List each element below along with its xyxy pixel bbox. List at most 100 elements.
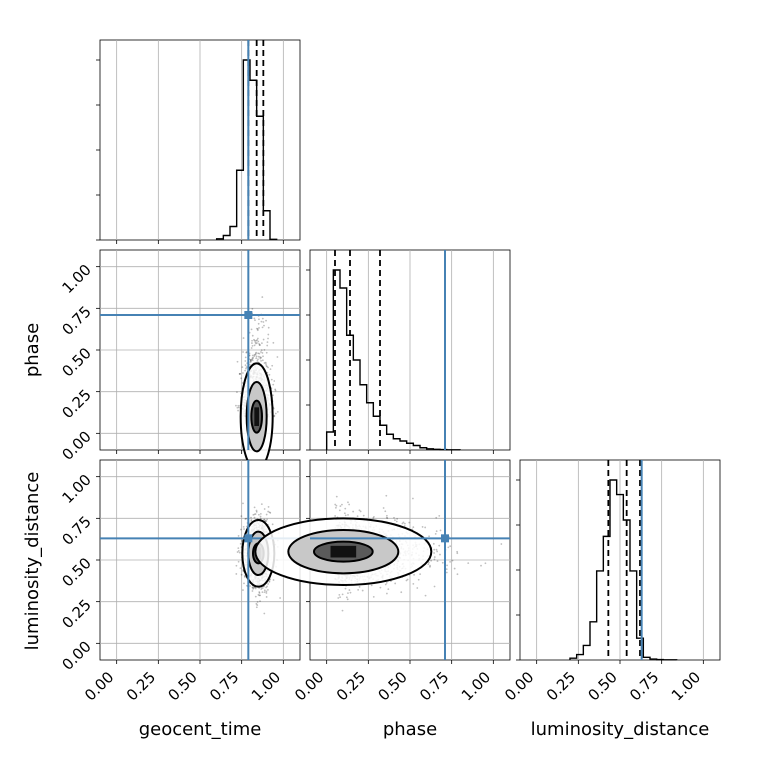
sample-point: [347, 592, 349, 595]
sample-point: [239, 542, 242, 545]
sample-point: [237, 404, 240, 407]
sample-point: [250, 520, 253, 522]
sample-point: [269, 368, 272, 370]
sample-point: [253, 513, 256, 516]
sample-point: [393, 516, 395, 519]
sample-point: [433, 556, 436, 558]
y-axis-label-luminosity-distance: luminosity_distance: [22, 472, 43, 651]
sample-point: [343, 512, 346, 515]
sample-point: [385, 516, 388, 519]
sample-point: [424, 526, 427, 529]
sample-point: [263, 349, 266, 351]
x-tick-label: 1.00: [458, 668, 494, 704]
phase-histogram-panel: [306, 249, 511, 454]
sample-point: [236, 360, 239, 363]
sample-point: [412, 526, 415, 529]
sample-point: [348, 503, 351, 506]
sample-point: [339, 596, 342, 599]
x-tick-label: 0.25: [333, 668, 369, 704]
sample-point: [338, 593, 341, 596]
sample-point: [255, 327, 258, 330]
sample-point: [262, 355, 264, 358]
sample-point: [341, 609, 344, 612]
sample-point: [253, 338, 255, 341]
sample-point: [235, 573, 238, 575]
sample-point: [274, 388, 277, 391]
sample-point: [249, 360, 252, 363]
sample-point: [267, 337, 269, 340]
sample-point: [261, 296, 264, 298]
sample-point: [235, 404, 237, 407]
y-tick-label: 1.00: [58, 261, 94, 297]
sample-point: [263, 362, 266, 364]
sample-point: [449, 561, 452, 563]
sample-point: [385, 582, 388, 584]
sample-point: [267, 326, 270, 329]
sample-point: [255, 355, 258, 358]
sample-point: [240, 515, 243, 518]
sample-point: [334, 503, 337, 506]
sample-point: [238, 373, 241, 375]
y-tick-label: 0.25: [58, 386, 94, 422]
sample-point: [335, 504, 338, 507]
x-tick-label: 0.50: [164, 668, 200, 704]
x-tick-label: 0.75: [416, 668, 452, 704]
x-tick-label: 1.00: [248, 668, 284, 704]
sample-point: [361, 589, 364, 592]
sample-point: [266, 518, 268, 521]
sample-point: [344, 507, 347, 510]
sample-point: [268, 579, 271, 582]
y-tick-label: 0.75: [58, 302, 94, 338]
sample-point: [429, 564, 431, 567]
sample-point: [358, 509, 361, 512]
sample-point: [237, 535, 240, 537]
sample-point: [253, 516, 256, 519]
histogram-step: [325, 269, 461, 451]
sample-point: [253, 353, 256, 356]
sample-point: [242, 502, 244, 505]
sample-point: [272, 394, 274, 397]
sample-point: [267, 588, 269, 591]
sample-point: [265, 520, 268, 523]
sample-point: [434, 532, 437, 535]
x-axis-label-geocent-time: geocent_time: [139, 719, 262, 740]
y-tick-label: 0.00: [58, 637, 94, 673]
sample-point: [395, 520, 398, 523]
sample-point: [344, 587, 347, 590]
histogram-step: [569, 479, 678, 661]
sample-point: [260, 503, 263, 506]
sample-point: [242, 589, 244, 591]
sample-point: [421, 526, 424, 528]
sample-point: [274, 389, 277, 392]
y-tick-label: 1.00: [58, 471, 94, 507]
sample-point: [268, 373, 271, 376]
sample-point: [244, 369, 247, 372]
sample-point: [403, 522, 406, 525]
sample-point: [260, 349, 263, 352]
sample-point: [453, 567, 456, 570]
y-tick-label: 0.75: [58, 512, 94, 548]
sample-point: [338, 509, 341, 512]
sample-point: [432, 542, 435, 545]
sample-point: [256, 604, 259, 606]
sample-point: [244, 360, 247, 362]
sample-point: [357, 588, 360, 591]
truth-marker: [244, 534, 253, 543]
sample-point: [385, 494, 388, 497]
sample-point: [240, 377, 243, 380]
sample-point: [254, 342, 257, 345]
sample-point: [272, 579, 275, 581]
sample-point: [262, 321, 265, 323]
sample-point: [251, 342, 253, 344]
sample-point: [445, 568, 448, 571]
sample-point: [244, 576, 246, 578]
sample-point: [386, 592, 388, 595]
sample-point: [417, 578, 420, 581]
sample-point: [252, 587, 254, 590]
sample-point: [255, 606, 258, 609]
sample-point: [267, 510, 270, 513]
sample-point: [270, 378, 273, 381]
sample-point: [344, 514, 347, 517]
sample-point: [265, 596, 268, 598]
sample-point: [252, 513, 255, 516]
